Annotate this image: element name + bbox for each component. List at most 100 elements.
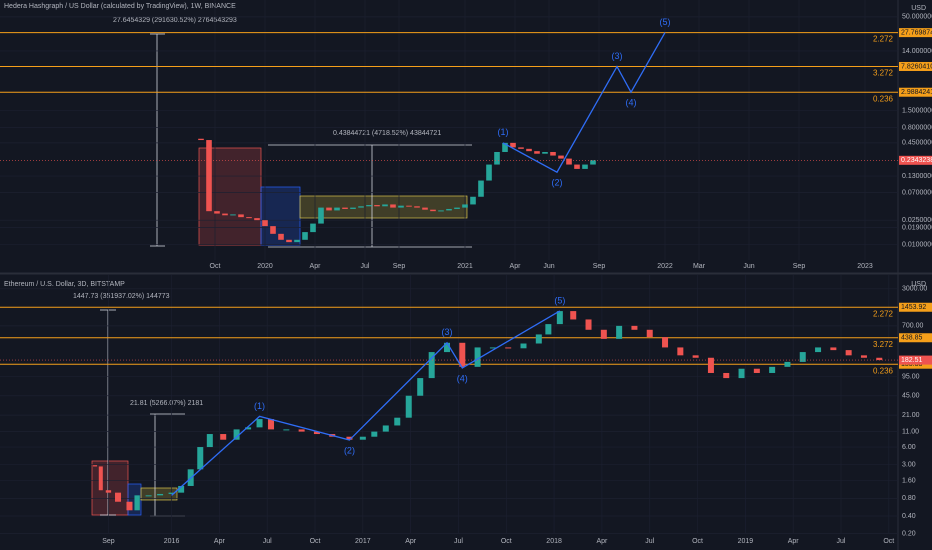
y-tick-label: 11.00 [902, 428, 919, 435]
candle [876, 357, 883, 361]
candle [566, 158, 572, 165]
price-tag [899, 302, 932, 312]
candle [545, 324, 552, 335]
x-tick-label: Jul [645, 538, 654, 545]
candle [518, 147, 524, 149]
wave-label: (2) [552, 178, 563, 188]
y-tick-label: 700.00 [902, 323, 924, 330]
candle [542, 151, 548, 154]
chart-title: Hedera Hashgraph / US Dollar (calculated… [4, 3, 236, 10]
candle [105, 490, 112, 493]
wave-label: (5) [660, 17, 671, 27]
price-tag [899, 28, 932, 38]
candle [374, 205, 380, 207]
candle [558, 155, 564, 159]
candle [220, 434, 227, 440]
wave-label: (3) [612, 51, 623, 61]
candle [406, 205, 412, 207]
x-tick-label: Oct [210, 263, 221, 270]
x-tick-label: Apr [310, 263, 322, 270]
candle [616, 325, 623, 339]
x-tick-label: Sep [102, 538, 115, 545]
candle [294, 239, 300, 243]
x-tick-label: 2021 [457, 263, 473, 270]
candle [738, 368, 745, 379]
candle [270, 226, 276, 234]
candle [550, 151, 556, 156]
wave-label: (3) [441, 327, 452, 337]
price-tag [899, 333, 932, 343]
unit-label: USD [911, 5, 926, 12]
candle [359, 436, 366, 440]
candle [570, 311, 577, 320]
candle [256, 419, 263, 428]
candle [582, 164, 588, 169]
candle [233, 429, 240, 440]
candle [585, 319, 592, 330]
fib-level-name: 3.272 [873, 340, 894, 349]
candle [283, 429, 290, 431]
candle [446, 208, 452, 211]
x-tick-label: Sep [393, 263, 406, 270]
candle [206, 140, 212, 212]
x-tick-label: Apr [596, 538, 608, 545]
candle [428, 352, 435, 379]
candle [318, 207, 324, 224]
candle [126, 501, 133, 511]
candle [254, 218, 260, 221]
candle [494, 151, 500, 165]
x-tick-label: Oct [501, 538, 512, 545]
x-tick-label: 2018 [546, 538, 562, 545]
candle [723, 372, 730, 379]
candle [238, 214, 244, 218]
candle [422, 207, 428, 210]
price-tag-label: 2.98842419 [901, 89, 932, 96]
candle [302, 232, 308, 240]
candle [134, 495, 140, 511]
x-tick-label: 2017 [355, 538, 371, 545]
candle [662, 337, 669, 348]
x-tick-label: Jul [263, 538, 272, 545]
candle [707, 357, 714, 373]
candle [168, 492, 175, 494]
candle [145, 495, 152, 497]
y-tick-label: 0.0190000 [902, 224, 932, 231]
y-tick-label: 45.00 [902, 393, 920, 400]
candle [197, 447, 204, 470]
wave-label: (4) [457, 373, 468, 383]
measure-label: 21.81 (5266.07%) 2181 [130, 400, 203, 407]
wave-label: (2) [344, 445, 355, 455]
candle [222, 213, 228, 216]
candle [214, 211, 220, 214]
candle [534, 151, 540, 154]
x-tick-label: Apr [788, 538, 800, 545]
measure-label: 0.43844721 (4718.52%) 43844721 [333, 130, 441, 137]
wave-line [502, 32, 666, 174]
candle [262, 220, 268, 227]
candle [382, 425, 389, 432]
candle [417, 378, 424, 396]
price-tag-label: 0.23432389 [901, 157, 932, 164]
candle [346, 436, 353, 440]
range-box [299, 195, 468, 219]
x-tick-label: Jul [454, 538, 463, 545]
price-tag [899, 155, 932, 165]
candle [157, 493, 164, 496]
candle [278, 233, 284, 240]
candle [414, 206, 420, 208]
x-tick-label: Jun [743, 263, 754, 270]
candle [246, 217, 252, 219]
candle [382, 204, 388, 207]
candle [526, 148, 532, 152]
candle [310, 223, 316, 233]
candle [350, 207, 356, 209]
candle [245, 427, 252, 430]
measure-label: 1447.73 (351937.02%) 144773 [73, 293, 170, 300]
price-tag-label: 1453.92 [901, 304, 926, 311]
candle [502, 142, 508, 152]
candle [845, 350, 852, 356]
candle [394, 417, 401, 426]
x-tick-label: Sep [593, 263, 606, 270]
candle [646, 329, 653, 338]
candle [358, 206, 364, 208]
